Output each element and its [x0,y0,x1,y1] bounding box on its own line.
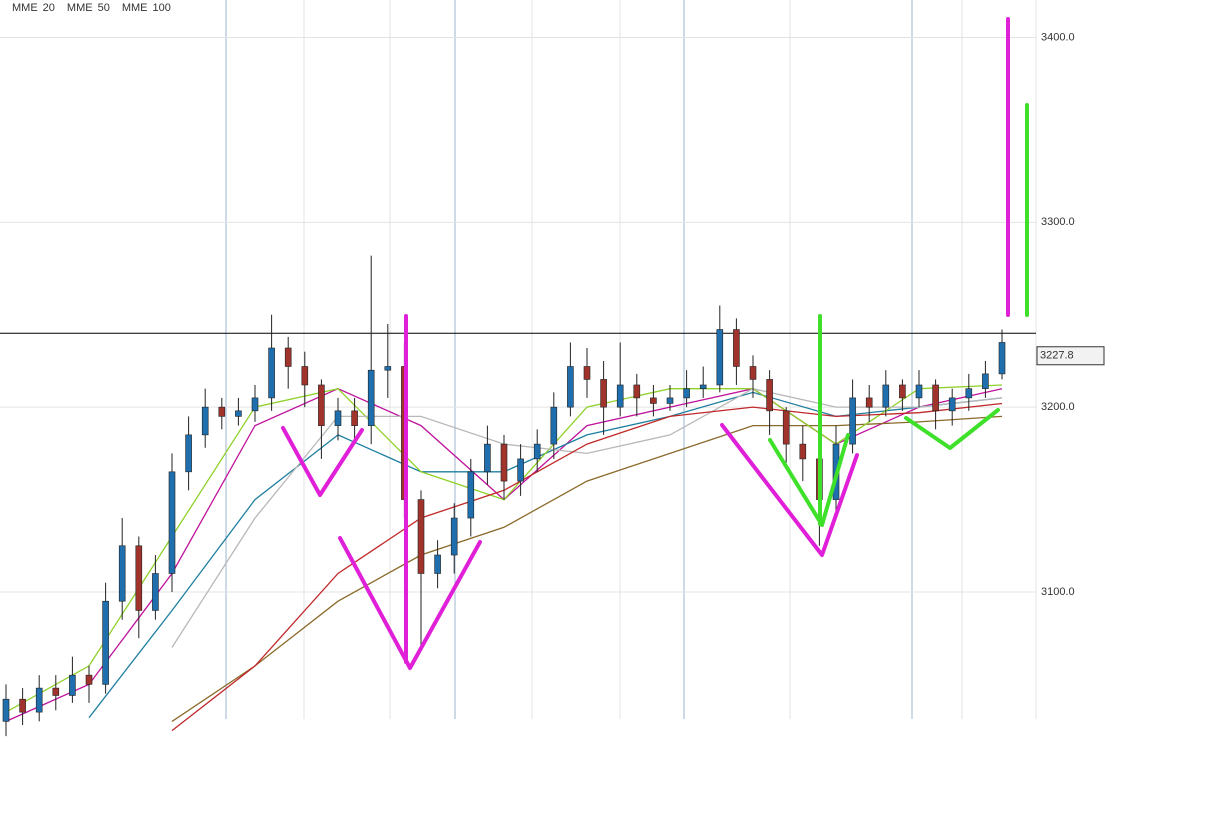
candle-body [666,397,674,404]
candle-body [318,384,325,426]
candle-body [849,397,856,445]
annotation [720,423,859,557]
vertical-grid [225,0,1037,719]
candle-body [500,443,508,482]
candle-body [52,687,60,696]
candle-body [583,366,591,380]
legend-label: MME [67,2,93,14]
y-tick-label: 3100.0 [1041,586,1075,598]
candle-body [650,397,657,404]
candle-body [152,573,159,611]
candle-body [766,379,773,412]
candle-body [932,384,939,412]
candle-body [484,443,491,473]
candle-body [268,347,275,399]
candle-body [35,687,43,713]
ma-line [171,388,1003,648]
annotation [281,426,364,497]
annotation [904,408,1000,450]
candle-body [998,342,1006,375]
candle-body [450,517,458,556]
candle-body [567,366,574,408]
candle-body [201,406,209,436]
candle-body [799,443,807,460]
candle-body [417,499,425,574]
legend-label: MME [12,2,38,14]
candle-body [19,698,26,713]
candle-body [284,347,292,367]
candle-body [865,397,873,408]
candle-body [2,698,10,722]
legend-label: MME [122,2,148,14]
candle-body [434,554,441,574]
candle-body [85,674,93,685]
price-box [1036,346,1105,366]
candle-body [882,384,890,408]
candle-body [982,373,989,389]
candles [2,255,1006,737]
candle-body [102,600,109,685]
candle-body [301,366,309,386]
ma-line [171,415,1003,722]
candle-body [749,366,757,380]
y-tick-label: 3400.0 [1041,31,1075,43]
candle-body [633,384,641,399]
y-tick-label: 3300.0 [1041,216,1075,228]
candle-body [716,329,724,386]
candle-body [948,397,956,412]
candle-body [251,397,259,412]
candle-body [533,443,541,460]
candle-body [699,384,707,389]
candle-body [915,384,923,399]
candle-body [683,388,690,399]
candle-body [467,471,475,519]
candle-body [733,329,740,367]
candle-body [351,410,358,426]
candle-body [616,384,624,408]
candle-body [334,410,342,426]
candle-body [782,410,790,445]
candle-body [517,458,524,482]
price-marker: 3227.8 [1036,346,1105,366]
candle-body [118,545,126,602]
candle-body [218,406,226,417]
candle-body [600,379,607,408]
legend-period: 20 [43,2,55,14]
candle-body [384,366,392,371]
ma-line [171,402,1003,732]
candle-body [367,369,375,426]
price-label: 3227.8 [1040,350,1074,362]
legend-period: 100 [153,2,171,14]
candle-body [135,545,143,611]
candle-body [899,384,906,399]
legend-period: 50 [98,2,110,14]
candle-body [235,410,242,417]
candle-body [550,406,558,445]
annotation [338,536,482,670]
horizontal-grid: 3100.0 3200.0 3300.0 3400.0 [0,31,1075,598]
y-tick-label: 3200.0 [1041,401,1075,413]
candle-body [168,471,176,574]
annotations [281,17,1029,670]
legend: MME 20 MME 50 MME 100 [12,2,171,14]
candle-body [965,388,973,399]
annotation [768,433,850,527]
candle-body [69,674,76,696]
candle-body [185,434,192,473]
